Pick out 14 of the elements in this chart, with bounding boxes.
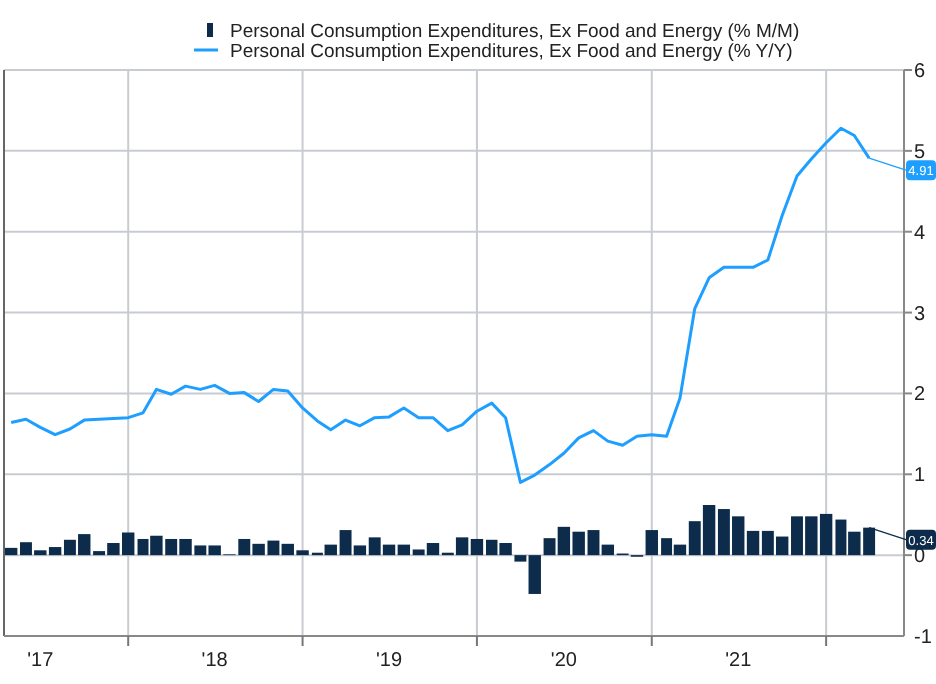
legend-label: Personal Consumption Expenditures, Ex Food and Energy (% M/M) bbox=[230, 21, 800, 43]
x-tick-label: '18 bbox=[201, 650, 229, 672]
y-tick-label: -1 bbox=[914, 627, 933, 649]
x-tick-label: '21 bbox=[725, 650, 753, 672]
x-tick-label: '19 bbox=[375, 650, 403, 672]
y-tick-label: 4 bbox=[914, 222, 926, 245]
legend-label: Personal Consumption Expenditures, Ex Food and Energy (% Y/Y) bbox=[230, 41, 793, 63]
x-tick-label: '20 bbox=[550, 650, 578, 672]
y-tick-label: 1 bbox=[914, 465, 926, 488]
y-tick-label: 5 bbox=[914, 141, 926, 164]
y-tick-label: 3 bbox=[914, 303, 926, 326]
y-tick-label: 2 bbox=[914, 384, 926, 407]
y-tick-label: 6 bbox=[914, 61, 926, 83]
x-tick-label: '17 bbox=[27, 650, 55, 672]
